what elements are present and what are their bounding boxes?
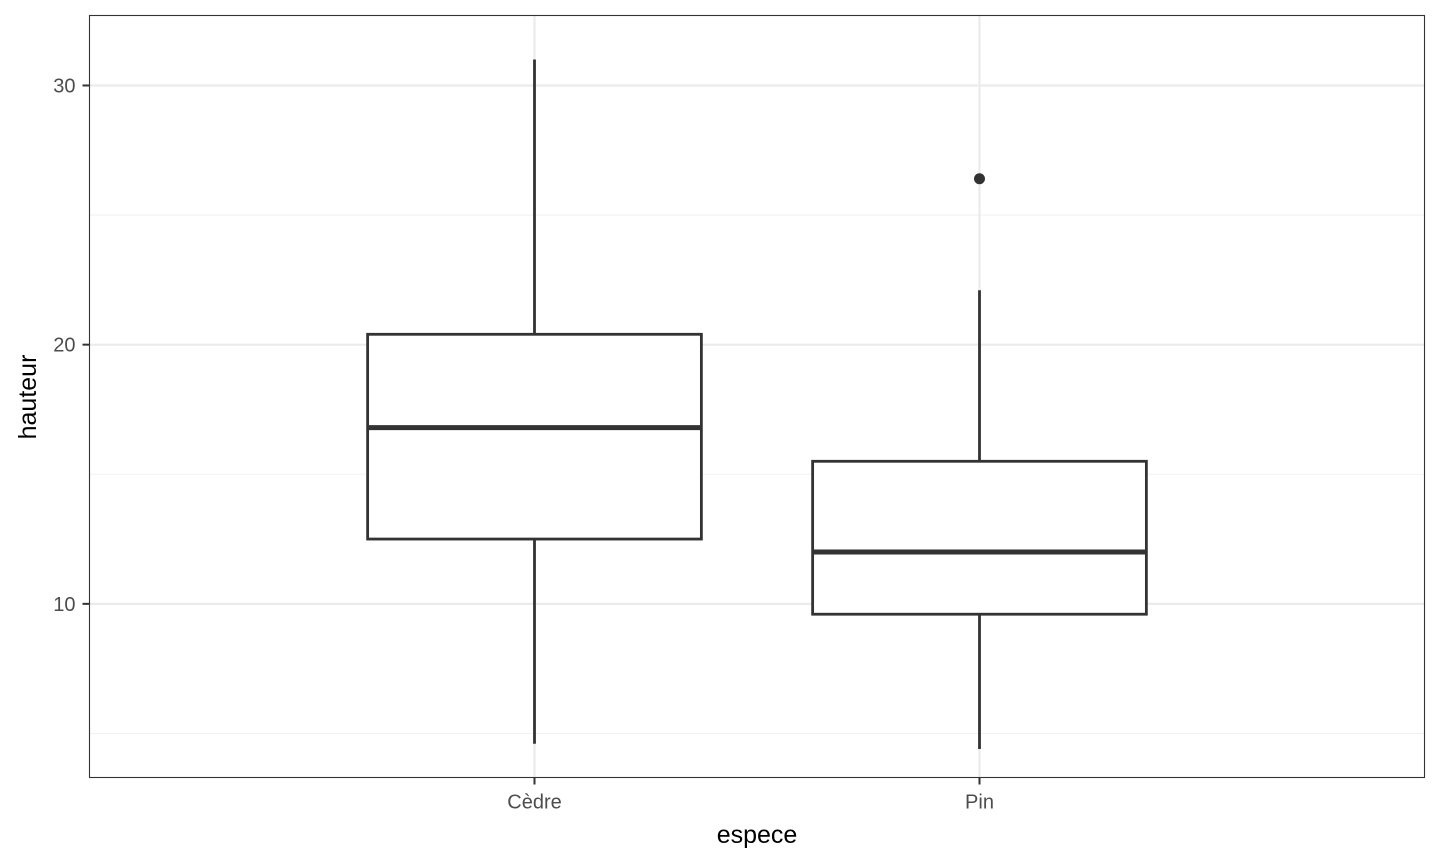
panel-border [88, 14, 1426, 779]
y-axis-title: hauteur [14, 355, 42, 440]
axes-layer: 10 20 30 Cèdre Pin [53, 75, 994, 813]
grid-layer [89, 15, 1425, 778]
x-axis-title: espece [717, 821, 798, 849]
y-tick-label: 10 [53, 594, 75, 616]
box-iqr [811, 459, 1148, 616]
box-iqr [366, 332, 703, 541]
outlier-point [974, 173, 985, 185]
y-tick-label: 30 [53, 75, 75, 97]
y-tick-label: 20 [53, 335, 75, 357]
x-tick-label: Cèdre [507, 792, 561, 814]
x-tick-label: Pin [965, 792, 994, 814]
boxes-layer [366, 59, 1148, 749]
